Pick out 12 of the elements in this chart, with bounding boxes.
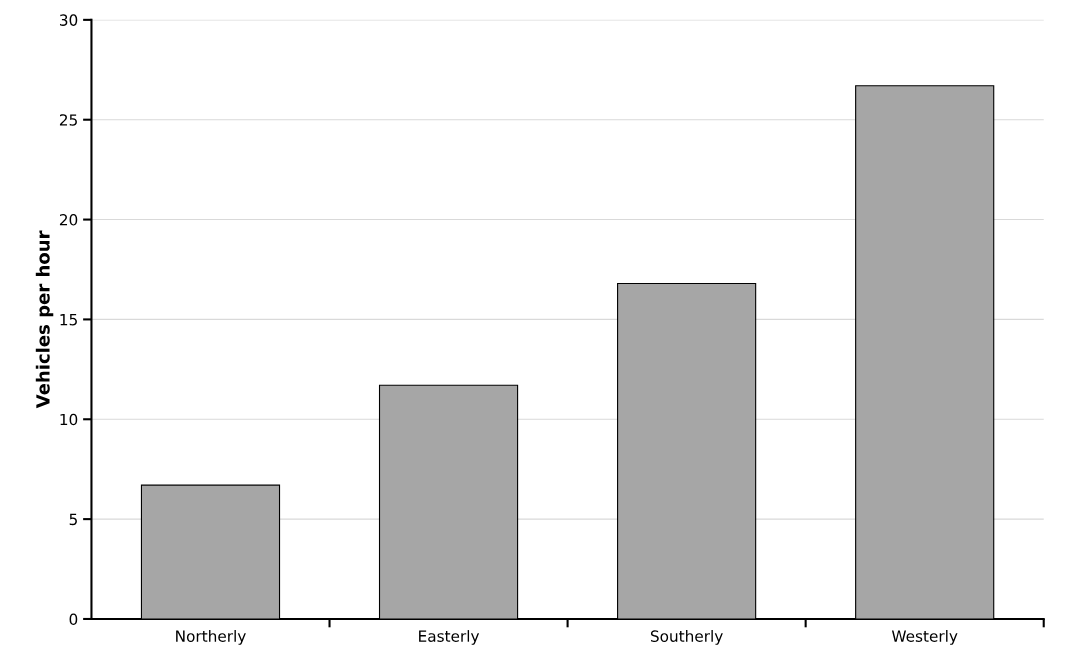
y-tick-label: 15 <box>60 314 77 326</box>
y-tick-label: 30 <box>59 14 78 26</box>
x-tick-label: Southerly <box>650 630 723 645</box>
x-tick-label: Westerly <box>891 630 958 645</box>
y-tick-label: 5 <box>69 513 77 526</box>
y-tick-label: 0 <box>69 613 78 625</box>
y-tick-label: 25 <box>59 114 77 126</box>
x-tick-label: Northerly <box>176 630 246 645</box>
y-tick-label: 10 <box>60 413 78 426</box>
y-tick-label: 20 <box>59 214 78 226</box>
y-axis-title: Vehicles per hour <box>35 230 54 409</box>
x-tick-label: Easterly <box>419 630 480 645</box>
